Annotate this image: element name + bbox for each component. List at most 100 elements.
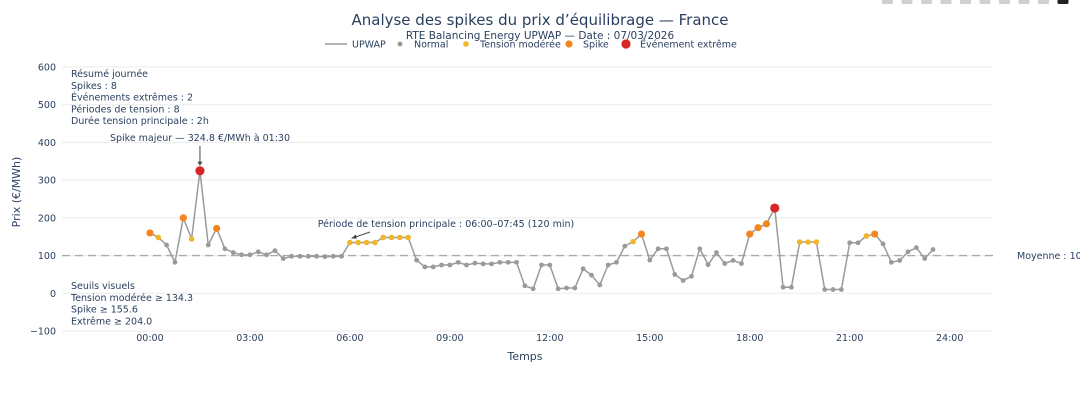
point-tension — [372, 239, 378, 246]
point-normal — [580, 266, 586, 272]
point-normal — [930, 247, 936, 252]
point-normal — [497, 259, 503, 265]
zoom-out-icon — [999, 0, 1010, 4]
point-tension — [813, 239, 820, 245]
x-tick-label: 24:00 — [936, 333, 963, 344]
point-normal — [597, 282, 603, 288]
point-tension — [405, 234, 412, 241]
legend-label: Événement extrême — [640, 39, 737, 51]
arrowhead — [350, 234, 357, 239]
point-tension — [388, 234, 395, 241]
point-normal — [439, 262, 444, 268]
threshold-line: Tension modérée ≥ 134.3 — [70, 293, 193, 304]
reset-icon — [1038, 0, 1049, 4]
point-normal — [272, 248, 278, 254]
x-tick-label: 03:00 — [236, 333, 263, 344]
point-normal — [230, 250, 236, 255]
point-normal — [222, 246, 228, 252]
point-normal — [714, 250, 719, 255]
point-normal — [888, 259, 894, 265]
x-tick-label: 12:00 — [536, 333, 563, 344]
point-normal — [655, 246, 661, 252]
point-spike — [179, 214, 187, 222]
point-spike — [213, 224, 221, 233]
y-axis: −100 0 100 200 300 400 500 600 — [30, 63, 56, 338]
point-normal — [164, 242, 170, 248]
point-normal — [172, 259, 178, 265]
point-normal — [314, 253, 319, 259]
summary-line: Durée tension principale : 2h — [71, 116, 209, 127]
point-normal — [522, 283, 528, 289]
summary-line: Périodes de tension : 8 — [71, 104, 180, 115]
summary-line: Résumé journée — [71, 69, 148, 80]
point-normal — [339, 253, 344, 259]
modebar — [882, 0, 1069, 4]
box-select-icon — [940, 0, 952, 4]
point-tension — [805, 239, 811, 245]
series-upwap — [146, 166, 936, 292]
point-tension — [355, 239, 362, 246]
point-normal — [664, 246, 669, 252]
legend-label: Tension modérée — [479, 40, 561, 51]
point-normal — [647, 257, 653, 263]
grid — [62, 66, 993, 332]
chart-title: Analyse des spikes du prix d’équilibrage… — [351, 11, 728, 29]
point-normal — [305, 253, 311, 259]
arrowhead — [197, 161, 203, 166]
point-spike — [754, 224, 762, 232]
y-tick-label: 600 — [38, 63, 56, 74]
point-normal — [297, 253, 303, 259]
lasso-icon — [960, 0, 971, 4]
point-spike — [871, 230, 879, 238]
point-normal — [897, 258, 903, 263]
point-normal — [422, 264, 428, 270]
point-tension — [188, 236, 195, 242]
point-normal — [322, 254, 328, 260]
point-spike — [146, 229, 154, 237]
x-tick-label: 21:00 — [836, 333, 863, 344]
point-normal — [780, 284, 786, 290]
point-normal — [255, 249, 261, 255]
point-normal — [414, 257, 419, 263]
plotly-logo-icon — [1057, 0, 1069, 4]
point-normal — [330, 253, 336, 259]
point-normal — [247, 252, 253, 258]
point-normal — [547, 262, 553, 268]
legend-marker — [463, 41, 469, 47]
point-normal — [730, 258, 736, 263]
point-spike — [637, 230, 646, 238]
point-normal — [264, 252, 269, 258]
point-normal — [739, 261, 744, 266]
point-normal — [464, 262, 469, 268]
point-spike — [762, 220, 771, 228]
point-normal — [539, 262, 544, 268]
annotation-tension-period: Période de tension principale : 06:00–07… — [318, 219, 574, 230]
point-normal — [239, 252, 245, 258]
point-tension — [155, 234, 162, 241]
point-tension — [863, 233, 870, 239]
point-normal — [564, 285, 569, 291]
point-normal — [880, 241, 886, 247]
pan-icon — [921, 0, 932, 4]
point-normal — [789, 284, 794, 290]
y-tick-label: 0 — [50, 289, 56, 300]
point-normal — [672, 272, 678, 277]
point-extreme — [770, 203, 780, 213]
legend: UPWAP Normal Tension modérée Spike Événement… — [325, 39, 737, 51]
point-normal — [430, 264, 436, 270]
point-normal — [514, 259, 519, 265]
point-normal — [530, 286, 536, 292]
legend-marker — [621, 39, 631, 49]
point-tension — [347, 239, 353, 246]
point-tension — [380, 234, 387, 241]
point-normal — [205, 242, 211, 248]
y-tick-label: 200 — [38, 213, 56, 224]
point-spike — [746, 230, 754, 238]
legend-label: UPWAP — [352, 40, 386, 51]
upwap-line — [149, 170, 934, 291]
y-tick-label: −100 — [30, 327, 56, 338]
point-normal — [280, 256, 286, 261]
point-normal — [905, 249, 911, 255]
y-tick-label: 100 — [38, 251, 56, 262]
